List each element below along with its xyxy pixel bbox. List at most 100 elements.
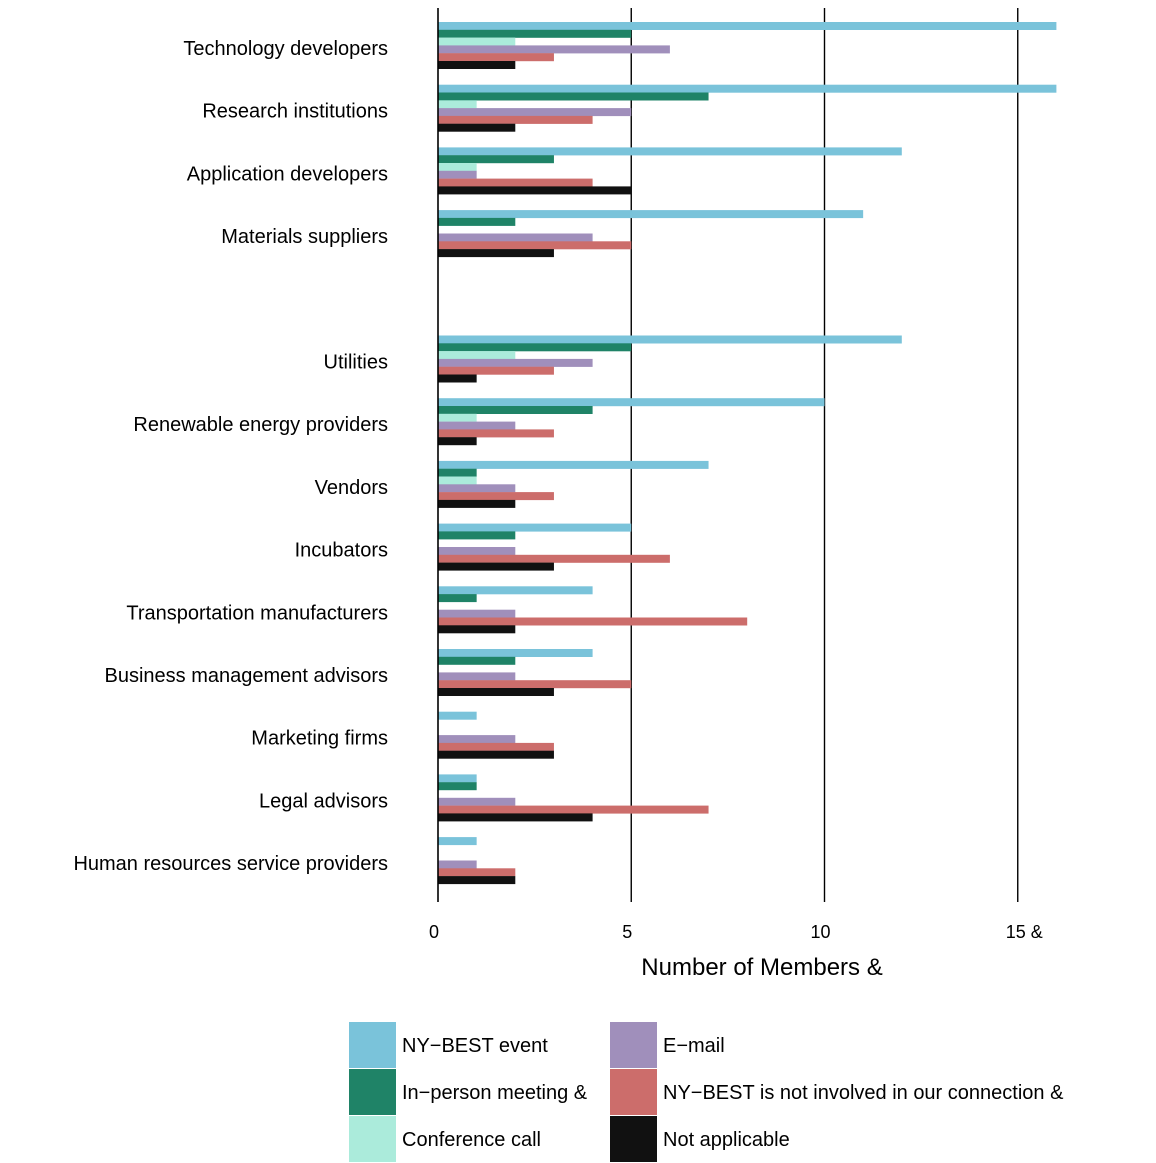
bar: [438, 366, 554, 375]
bar: [438, 476, 477, 485]
bar: [438, 92, 709, 101]
legend-label: Conference call: [402, 1129, 541, 1151]
legend-label: NY−BEST is not involved in our connectio…: [663, 1082, 1064, 1104]
tick-label: 15 &: [1006, 922, 1043, 942]
bar: [438, 22, 1057, 30]
category-label: Technology developers: [183, 38, 388, 60]
x-tick-labels: 0 5 10 15 &: [429, 922, 1043, 942]
legend-label: Not applicable: [663, 1129, 790, 1151]
bar: [438, 84, 1057, 93]
legend: NY−BEST event In−person meeting & Conferen…: [349, 1022, 1064, 1162]
legend-swatch: [349, 1116, 396, 1162]
bar: [438, 210, 864, 219]
bar: [438, 586, 593, 595]
bar: [438, 61, 516, 69]
legend-swatch: [610, 1069, 657, 1115]
bar: [438, 711, 477, 720]
bar: [438, 163, 477, 171]
bar: [438, 499, 516, 508]
category-label: Transportation manufacturers: [126, 602, 388, 624]
bar: [438, 351, 516, 360]
bar: [438, 186, 632, 195]
bar: [438, 868, 516, 877]
bar: [438, 358, 593, 367]
bar: [438, 406, 593, 414]
bar: [438, 797, 516, 806]
legend-swatch: [349, 1022, 396, 1068]
tick-label: 5: [622, 922, 632, 942]
bar: [438, 672, 516, 681]
bar: [438, 742, 554, 751]
bar: [438, 100, 477, 109]
bar: [438, 53, 554, 62]
bar: [438, 609, 516, 618]
bar: [438, 774, 477, 783]
category-label: Marketing firms: [251, 728, 388, 750]
bar: [438, 233, 593, 242]
bar: [438, 617, 748, 626]
bar: [438, 37, 516, 46]
bar: [438, 523, 632, 532]
bar: [438, 562, 554, 571]
bar: [438, 155, 554, 164]
gridlines: [630, 8, 1019, 902]
category-label: Utilities: [324, 352, 388, 374]
bar: [438, 876, 516, 885]
bar: [438, 249, 554, 258]
tick-label: 10: [810, 922, 830, 942]
bars: [438, 22, 1057, 885]
bar: [438, 45, 670, 54]
bar: [438, 335, 902, 344]
bar: [438, 123, 516, 132]
bar: [438, 837, 477, 846]
legend-label: In−person meeting &: [402, 1082, 588, 1104]
bar: [438, 241, 632, 250]
bar: [438, 413, 477, 422]
bar: [438, 374, 477, 383]
bar: [438, 782, 477, 791]
bar: [438, 750, 554, 759]
bar: [438, 492, 554, 501]
bar: [438, 531, 516, 540]
bar: [438, 429, 554, 438]
category-label: Renewable energy providers: [133, 414, 388, 436]
bar: [438, 115, 593, 124]
bar: [438, 147, 902, 156]
bar: [438, 554, 670, 563]
legend-label: E−mail: [663, 1035, 725, 1057]
category-label: Human resources service providers: [73, 853, 388, 875]
category-labels: Technology developers Research institutio…: [73, 38, 388, 875]
category-label: Legal advisors: [259, 790, 388, 812]
category-label: Research institutions: [202, 101, 388, 123]
bar: [438, 547, 516, 555]
bar: [438, 170, 477, 179]
bar: [438, 594, 477, 603]
category-label: Materials suppliers: [221, 226, 388, 248]
bar: [438, 460, 709, 469]
tick-label: 0: [429, 922, 439, 942]
bar: [438, 625, 516, 634]
bar: [438, 398, 825, 407]
bar: [438, 178, 593, 187]
category-label: Incubators: [295, 540, 388, 562]
bar: [438, 29, 632, 38]
bar: [438, 860, 477, 869]
legend-swatch: [610, 1022, 657, 1068]
bar: [438, 484, 516, 493]
bar: [438, 805, 709, 814]
category-label: Vendors: [315, 477, 388, 499]
bar: [438, 680, 632, 689]
bar: [438, 813, 593, 822]
legend-label: NY−BEST event: [402, 1035, 548, 1057]
bar: [438, 468, 477, 477]
bar: [438, 656, 516, 665]
x-axis-title: Number of Members &: [641, 954, 882, 981]
bar: [438, 735, 516, 744]
legend-swatch: [610, 1116, 657, 1162]
bar: [438, 649, 593, 657]
bar: [438, 108, 632, 117]
category-label: Business management advisors: [105, 665, 388, 687]
bar: [438, 437, 477, 446]
legend-swatch: [349, 1069, 396, 1115]
